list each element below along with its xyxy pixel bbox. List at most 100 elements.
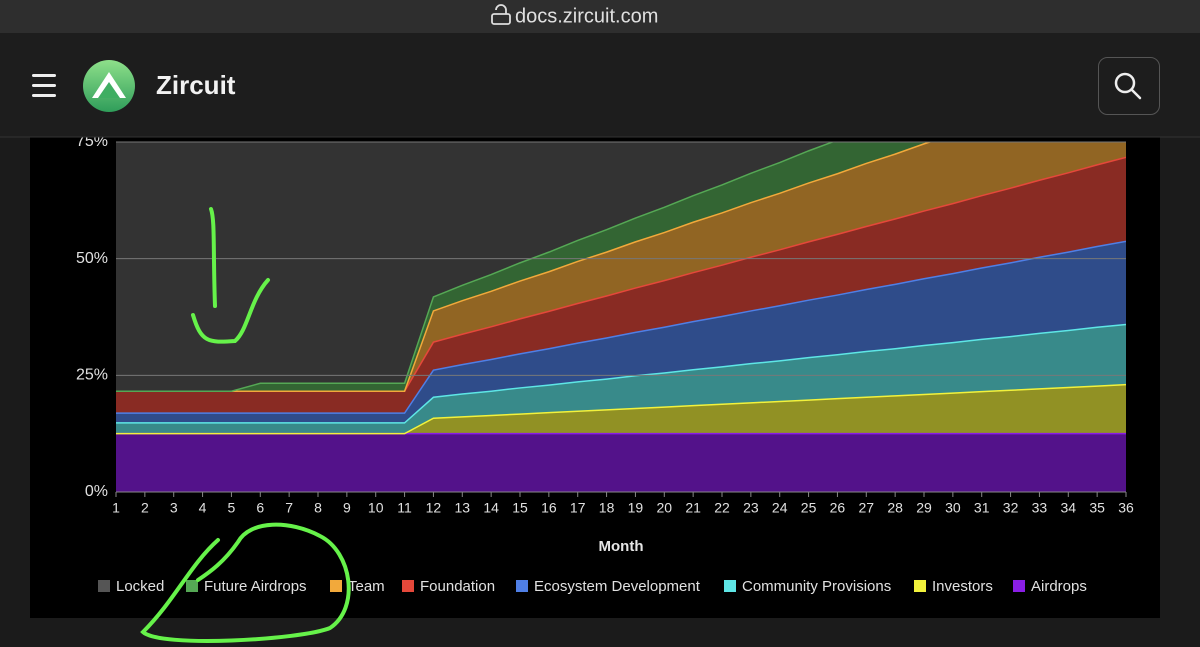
x-tick-label: 9	[343, 500, 351, 516]
x-tick-label: 14	[483, 500, 499, 516]
x-tick-label: 13	[454, 500, 470, 516]
legend-item[interactable]: Future Airdrops	[186, 578, 307, 595]
axes: 0%25%50%75%1 2 3 4 5 6 7 8 9 10 11 12 13 14 15 16 17 18 19…	[76, 133, 1134, 515]
site-header	[0, 33, 1200, 137]
plot	[116, 142, 1126, 492]
search-box	[1098, 57, 1160, 115]
x-tick-label: 7	[285, 500, 293, 516]
area-fill	[116, 324, 1126, 434]
menu-bar	[32, 74, 56, 77]
area-fill	[116, 433, 1126, 492]
legend-swatch	[98, 580, 110, 592]
x-tick-label: 8	[314, 500, 322, 516]
legend-label: Investors	[932, 578, 993, 595]
x-tick-label: 2	[141, 500, 149, 516]
lock-shackle	[495, 4, 507, 14]
search-button[interactable]	[1098, 57, 1160, 115]
legend-swatch	[724, 580, 736, 592]
x-tick-label: 20	[656, 500, 672, 516]
browser-bar	[0, 0, 1200, 33]
x-tick-label: 34	[1060, 500, 1076, 516]
hand-drawn-arrow	[209, 207, 217, 308]
x-tick-label: 27	[858, 500, 874, 516]
logo[interactable]	[83, 60, 135, 112]
x-tick-label: 36	[1118, 500, 1134, 516]
legend-item[interactable]: Investors	[914, 578, 993, 595]
area-line	[116, 240, 1126, 414]
legend-label: Community Provisions	[742, 578, 891, 595]
x-tick-label: 25	[801, 500, 817, 516]
x-tick-label: 32	[1003, 500, 1019, 516]
x-tick-label: 16	[541, 500, 557, 516]
x-tick-label: 22	[714, 500, 730, 516]
area-fill	[116, 384, 1126, 434]
legend-swatch	[914, 580, 926, 592]
y-tick-label: 50%	[76, 250, 108, 267]
x-tick-label: 24	[772, 500, 788, 516]
area-fill	[116, 142, 833, 392]
annotations	[140, 207, 351, 643]
x-tick-label: 3	[170, 500, 178, 516]
x-tick-label: 28	[887, 500, 903, 516]
area-fill	[116, 241, 1126, 423]
legend-label: Foundation	[420, 578, 495, 595]
legend-swatch	[402, 580, 414, 592]
logo-inner	[98, 82, 120, 98]
area-line	[116, 323, 1126, 424]
x-axis-label: Month	[599, 538, 644, 555]
legend-swatch	[516, 580, 528, 592]
hand-drawn-arrowhead	[191, 278, 270, 344]
url[interactable]: docs.zircuit.com	[515, 5, 658, 27]
x-tick-label: 19	[628, 500, 644, 516]
legend-label: Locked	[116, 578, 164, 595]
legend-item[interactable]: Locked	[98, 578, 164, 595]
lock-body	[491, 13, 511, 25]
area-line	[116, 383, 1126, 435]
legend: Locked Future Airdrops Team Foundation Ecosy…	[98, 578, 1087, 595]
x-tick-label: 18	[599, 500, 615, 516]
y-tick-label: 0%	[85, 483, 108, 500]
x-tick-label: 10	[368, 500, 384, 516]
area-line	[116, 142, 933, 392]
x-tick-label: 29	[916, 500, 932, 516]
area-line	[116, 142, 835, 392]
x-tick-label: 15	[512, 500, 528, 516]
lock-icon	[491, 4, 511, 25]
legend-label: Future Airdrops	[204, 578, 307, 595]
x-tick-label: 23	[743, 500, 759, 516]
x-tick-label: 31	[974, 500, 990, 516]
x-tick-label: 6	[256, 500, 264, 516]
x-tick-label: 12	[426, 500, 442, 516]
x-tick-label: 21	[685, 500, 701, 516]
legend-item[interactable]: Ecosystem Development	[516, 578, 701, 595]
menu-bar	[32, 84, 56, 87]
menu-bar	[32, 94, 56, 97]
x-tick-label: 1	[112, 500, 120, 516]
x-tick-label: 5	[228, 500, 236, 516]
legend-label: Ecosystem Development	[534, 578, 701, 595]
area-fill	[116, 142, 1126, 392]
menu-button[interactable]	[32, 74, 56, 97]
legend-item[interactable]: Community Provisions	[724, 578, 891, 595]
x-tick-label: 33	[1032, 500, 1048, 516]
x-tick-label: 26	[830, 500, 846, 516]
legend-label: Team	[348, 578, 385, 595]
legend-label: Airdrops	[1031, 578, 1087, 595]
x-tick-label: 11	[397, 500, 412, 516]
legend-item[interactable]: Team	[330, 578, 385, 595]
x-tick-label: 17	[570, 500, 586, 516]
legend-item[interactable]: Foundation	[402, 578, 495, 595]
hand-drawn-circle	[140, 522, 351, 643]
x-tick-label: 35	[1089, 500, 1105, 516]
legend-item[interactable]: Airdrops	[1013, 578, 1087, 595]
legend-swatch	[186, 580, 198, 592]
search-icon	[1114, 72, 1136, 94]
legend-swatch	[330, 580, 342, 592]
area-fill	[116, 142, 930, 392]
x-tick-label: 30	[945, 500, 961, 516]
x-tick-label: 4	[199, 500, 207, 516]
brand-name[interactable]: Zircuit	[156, 70, 236, 100]
areas	[116, 142, 1126, 492]
